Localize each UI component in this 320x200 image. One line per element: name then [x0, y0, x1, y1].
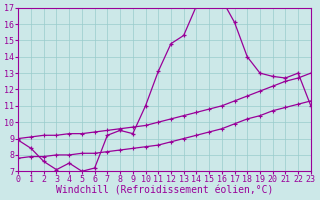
- X-axis label: Windchill (Refroidissement éolien,°C): Windchill (Refroidissement éolien,°C): [56, 186, 273, 196]
